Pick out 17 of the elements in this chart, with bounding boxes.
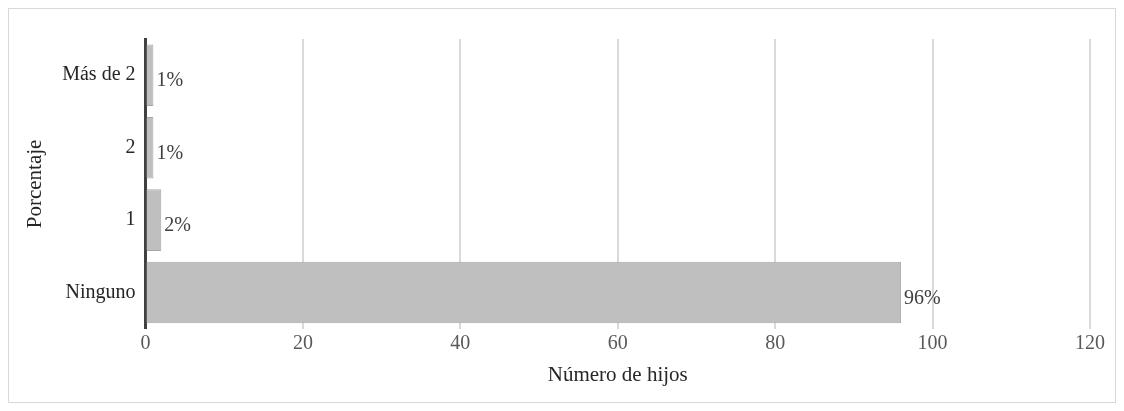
x-tick-label: 80	[765, 331, 786, 354]
x-tick-label: 100	[917, 331, 948, 354]
x-tick-label: 120	[1075, 331, 1105, 354]
y-tick-label: 1	[125, 207, 136, 230]
y-tick-label: Ninguno	[65, 279, 136, 303]
y-tick-label: Más de 2	[62, 62, 136, 85]
x-tick-label: 60	[607, 331, 628, 354]
y-tick-label: 2	[125, 134, 136, 157]
y-axis-title: Porcentaje	[22, 139, 47, 229]
x-axis-title: Número de hijos	[547, 361, 688, 386]
x-tick-label: 0	[140, 331, 151, 354]
data-label: 1%	[156, 68, 184, 91]
data-label: 96%	[904, 285, 941, 308]
x-tick-label: 20	[292, 331, 313, 354]
x-tick-label: 40	[450, 331, 471, 354]
data-label: 2%	[164, 213, 191, 236]
data-label: 1%	[156, 140, 184, 163]
